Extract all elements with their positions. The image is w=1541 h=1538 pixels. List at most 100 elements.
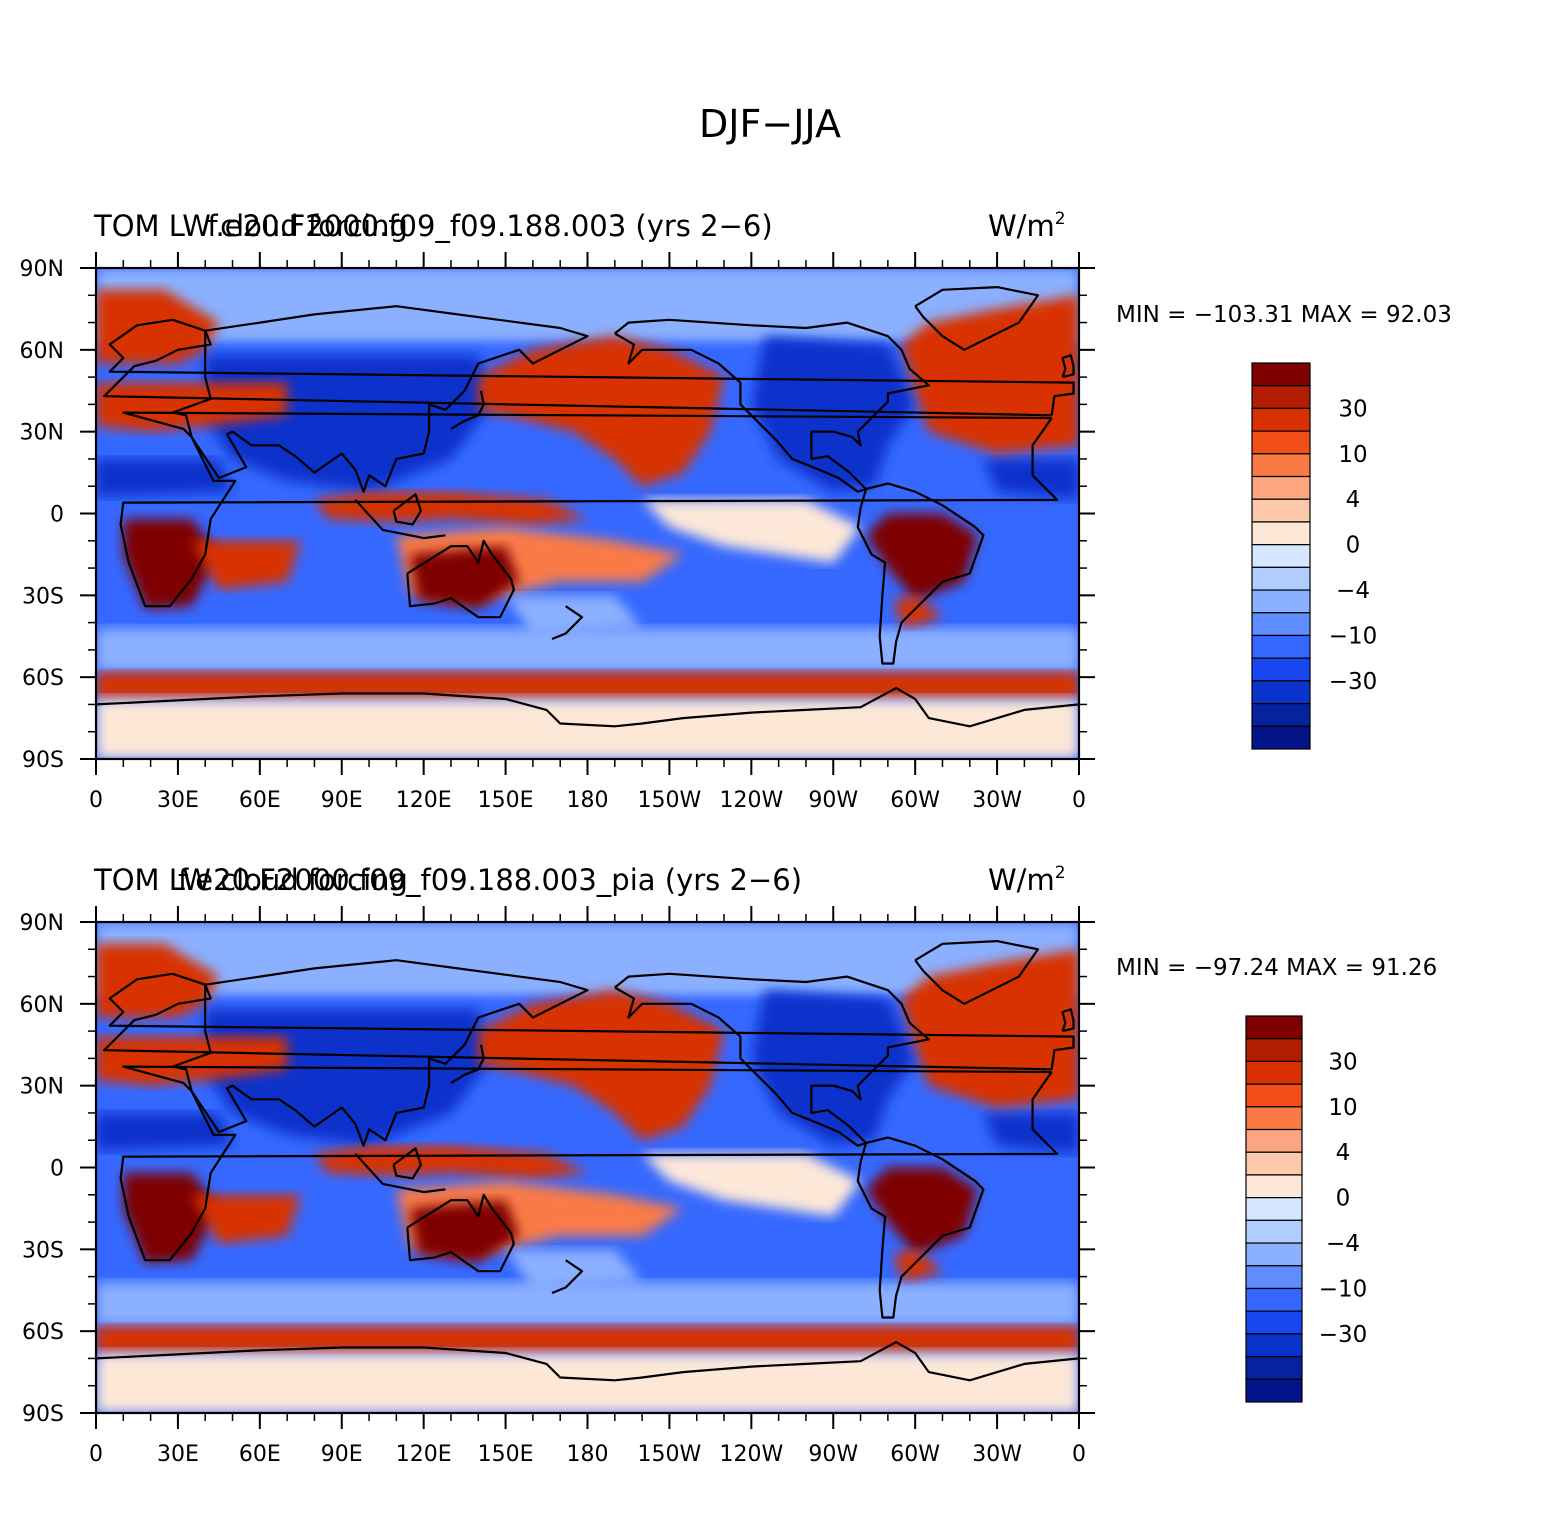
region-africa-tropics-deep-blue [96,458,233,498]
panel-top-units: W/m2 [988,209,1066,243]
colorbar-swatch [1245,1128,1303,1153]
coast-japan [450,390,485,430]
lat-tick-label: 30N [20,1075,64,1100]
panel-bottom-coastlines [96,940,1079,1382]
coast-europe [103,318,1075,417]
colorbar-swatch [1251,612,1311,637]
colorbar-swatch [1251,680,1311,705]
lat-tick-label: 30S [22,584,64,609]
lon-tick-label: 90E [321,788,363,813]
panel-top-min-max: MIN = −103.31 MAX = 92.03 [1116,302,1452,328]
lat-tick-label: 30N [20,421,64,446]
region-southern-africa-red [191,1194,301,1244]
panel-bottom-case-title: f.e20.F2000.f09_f09.188.003_pia (yrs 2−6… [178,863,802,897]
panel-bottom-map [96,922,1079,1413]
coast-antarctica [96,687,1079,728]
panel-top-field [96,268,1079,759]
lat-tick-label: 0 [50,1157,64,1182]
colorbar-label: −4 [1336,578,1370,604]
lon-tick-label: 60W [890,788,940,813]
lon-tick-label: 30E [157,1442,199,1467]
coast-borneo [392,493,422,526]
lat-tick-label: 60S [22,1320,64,1345]
lon-tick-label: 150E [478,1442,534,1467]
coast-antarctica [96,1341,1079,1382]
colorbar-swatch [1245,1083,1303,1108]
coast-north-america [614,318,930,493]
lon-tick-label: 120E [396,1442,452,1467]
colorbar-swatch [1245,1038,1303,1063]
colorbar-swatch [1245,1310,1303,1335]
region-southern-africa-red [191,540,301,590]
lon-tick-label: 0 [89,1442,103,1467]
region-north-america-deep-blue [751,336,916,492]
zonal-band-southern-ocean-light [96,1282,1079,1326]
region-tropical-atlantic-deep-blue [983,458,1079,500]
zonal-band-antarctic-red [96,1325,1079,1353]
region-mediterranean-red [96,1036,288,1086]
colorbar-swatch [1245,1106,1303,1131]
colorbar-label: −4 [1326,1231,1360,1257]
colorbar-swatch [1251,702,1311,727]
coast-new-zealand [551,1259,584,1295]
zonal-band-antarctica-pale [96,699,1079,759]
coast-asia [171,305,589,493]
region-east-pacific-pale [642,1153,861,1217]
lon-tick-label: 150W [638,1442,702,1467]
region-north-pacific-red [478,990,724,1141]
colorbar-label: 0 [1346,533,1361,559]
lon-tick-label: 30W [972,788,1022,813]
lon-tick-label: 180 [567,788,609,813]
lat-tick-label: 60N [20,339,64,364]
lon-tick-label: 30E [157,788,199,813]
colorbar-swatch [1245,1174,1303,1199]
panel-top: TOM LW cloud forcing f.e20.F2000.f09_f09… [20,209,1452,813]
lon-tick-label: 90E [321,1442,363,1467]
colorbar-swatch [1251,634,1311,659]
coast-australia [406,1193,515,1273]
lon-tick-label: 60W [890,1442,940,1467]
colorbar-swatch [1251,430,1311,455]
coast-south-america [856,1136,985,1319]
panel-bottom-min-max: MIN = −97.24 MAX = 91.26 [1116,955,1437,981]
lon-tick-label: 90W [808,788,858,813]
colorbar-swatch [1251,657,1311,682]
colorbar-swatch [1251,589,1311,614]
region-east-pacific-pale [642,499,861,563]
coast-borneo [392,1147,422,1180]
lon-tick-label: 30W [972,1442,1022,1467]
panel-bottom-units: W/m2 [988,863,1066,897]
coast-new-zealand [551,605,584,641]
lat-tick-label: 90N [20,257,64,282]
lon-tick-label: 60E [239,788,281,813]
zonal-band-southern-ocean-light [96,628,1079,672]
panel-top-colorbar: 30 10 4 0 −4 −10 −30 [1251,362,1377,750]
zonal-band-antarctic-red [96,671,1079,699]
coast-north-america [614,972,930,1147]
lon-tick-label: 180 [567,1442,609,1467]
lon-tick-label: 60E [239,1442,281,1467]
lon-tick-label: 120E [396,788,452,813]
colorbar-swatch [1251,498,1311,523]
colorbar-label: −30 [1319,1322,1368,1348]
coast-indonesia [354,499,446,540]
coast-australia [406,539,515,619]
lat-tick-label: 30S [22,1238,64,1263]
region-warm-pool-red [314,1145,588,1179]
region-australia-deep-red [410,1200,520,1263]
panel-top-case-title: f.e20.F2000.f09_f09.188.003 (yrs 2−6) [207,209,772,243]
region-australia-deep-red [410,546,520,609]
lat-tick-label: 60S [22,666,64,691]
coast-asia [171,959,589,1147]
colorbar-swatch [1245,1242,1303,1267]
region-pacific-light-blue [505,1249,643,1291]
colorbar-swatch [1245,1151,1303,1176]
lat-tick-label: 90N [20,911,64,936]
panel-bottom-axes: 0 30E 60E 90E 120E 150E 180 150W 120W 90W 60W 30W 09… [20,906,1095,1467]
coast-uk [1061,1008,1075,1033]
region-warm-pool-red [314,491,588,525]
colorbar-label: 4 [1346,487,1361,513]
colorbar-swatch [1245,1378,1303,1403]
lon-tick-label: 0 [1072,1442,1086,1467]
